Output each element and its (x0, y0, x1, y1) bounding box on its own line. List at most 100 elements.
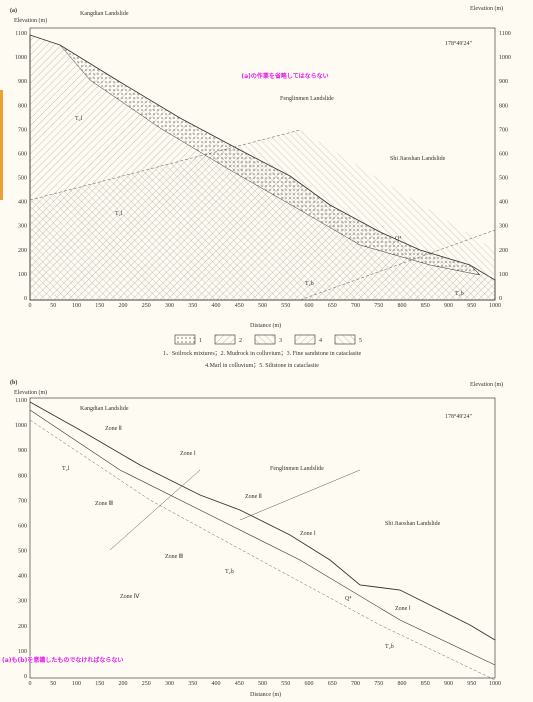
unit: Q⁴ (395, 236, 401, 242)
slip-surface (30, 410, 495, 665)
x-tick-label: 550 (281, 303, 290, 309)
x-tick-label: 450 (235, 681, 244, 687)
direction: 178°49'24" (445, 413, 472, 420)
x-tick-label: 800 (398, 681, 407, 687)
landslide-label: Shi Jiaoshan Landslide (390, 156, 446, 162)
legend-number: 2 (239, 338, 242, 344)
landslide-label: Kangdian Landslide (80, 406, 129, 412)
unit: Q⁴ (345, 596, 351, 602)
y-label: Elevation (m) (14, 389, 47, 396)
x-tick-label: 500 (258, 303, 267, 309)
x-tick-label: 0 (29, 681, 32, 687)
landslide-label: Kangdian Landslide (80, 11, 129, 17)
x-tick-label: 300 (165, 303, 174, 309)
legend-swatch (255, 335, 275, 344)
x-tick-label: 550 (281, 681, 290, 687)
unit: T₂b (385, 644, 394, 650)
x-tick-label: 850 (421, 681, 430, 687)
zone-label: Zone Ⅰ (395, 606, 411, 612)
y-tick-label: 0 (24, 296, 27, 302)
y-tick-label: 600 (18, 151, 27, 157)
y2-label: Elevation (m) (470, 5, 503, 12)
y2-tick-label: 300 (499, 224, 508, 230)
y-tick-label: 500 (18, 176, 27, 182)
x-tick-label: 500 (258, 681, 267, 687)
y-tick-label: 800 (18, 473, 27, 479)
x-tick-label: 750 (374, 303, 383, 309)
y-tick-label: 300 (18, 224, 27, 230)
zone-label: Zone Ⅳ (120, 594, 140, 600)
edge-strip (0, 90, 3, 200)
y-tick-label: 500 (18, 549, 27, 555)
y-tick-label: 800 (18, 103, 27, 109)
y-tick-label: 400 (18, 574, 27, 580)
y2-tick-label: 600 (499, 151, 508, 157)
x-tick-label: 600 (305, 681, 314, 687)
x-tick-label: 450 (235, 303, 244, 309)
y-tick-label: 1100 (15, 31, 27, 37)
x-label: Distance (m) (250, 322, 281, 329)
x-tick-label: 300 (165, 681, 174, 687)
x-tick-label: 750 (374, 681, 383, 687)
zone-label: Zone Ⅱ (105, 426, 122, 432)
x-tick-label: 350 (188, 303, 197, 309)
y-tick-label: 1100 (15, 398, 27, 404)
x-tick-label: 700 (351, 303, 360, 309)
legend-number: 5 (359, 338, 362, 344)
x-tick-label: 950 (467, 681, 476, 687)
x-tick-label: 650 (328, 681, 337, 687)
leader (110, 470, 200, 550)
direction: 178°49'24" (445, 40, 472, 47)
y-tick-label: 1000 (15, 55, 27, 61)
y-tick-label: 400 (18, 200, 27, 206)
unit: T₂l (115, 211, 123, 217)
unit: T₂b (225, 569, 234, 575)
x-tick-label: 700 (351, 681, 360, 687)
panel-label: (a) (10, 7, 17, 14)
x-tick-label: 50 (50, 681, 56, 687)
x-tick-label: 1000 (489, 303, 501, 309)
y-tick-label: 0 (24, 674, 27, 680)
unit: T₂l (62, 466, 70, 472)
zone-label: Zone Ⅲ (165, 554, 183, 560)
legend-number: 4 (319, 338, 322, 344)
figure: (a) Elevation (m) Elevation (m) 178°49'2… (0, 0, 533, 702)
overlay-text: (a)の作業を省略してはならない (241, 72, 328, 80)
x-tick-label: 100 (72, 303, 81, 309)
landslide-label: Fenglinmen Landslide (280, 96, 334, 102)
x-tick-label: 900 (444, 681, 453, 687)
unit: T₂l (75, 116, 83, 122)
y-tick-label: 900 (18, 79, 27, 85)
y-tick-label: 200 (18, 624, 27, 630)
y2-tick-label: 1100 (499, 31, 511, 37)
y-tick-label: 100 (18, 272, 27, 278)
y-tick-label: 900 (18, 448, 27, 454)
y2-tick-label: 500 (499, 176, 508, 182)
y-tick-label: 100 (18, 649, 27, 655)
x-tick-label: 950 (467, 303, 476, 309)
y-tick-label: 600 (18, 523, 27, 529)
x-tick-label: 900 (444, 303, 453, 309)
legend-swatch (335, 335, 355, 344)
zone-label: Zone Ⅰ (300, 531, 316, 537)
x-tick-label: 350 (188, 681, 197, 687)
x-tick-label: 1000 (489, 681, 501, 687)
x-tick-label: 100 (72, 681, 81, 687)
landslide-label: Fenglinmen Landslide (270, 466, 324, 472)
y2-tick-label: 700 (499, 127, 508, 133)
panel-label: (b) (10, 379, 17, 386)
zone-label: Zone Ⅲ (95, 501, 113, 507)
y-tick-label: 700 (18, 498, 27, 504)
legend-text: 4.Marl in colluvium；5. Siltstone in cata… (205, 363, 319, 369)
landslide-label: Shi Jiaoshan Landslide (385, 521, 441, 527)
x-tick-label: 250 (142, 303, 151, 309)
x-tick-label: 250 (142, 681, 151, 687)
y-tick-label: 700 (18, 127, 27, 133)
x-tick-label: 200 (119, 681, 128, 687)
y2-tick-label: 400 (499, 200, 508, 206)
x-tick-label: 150 (95, 681, 104, 687)
legend-swatch (215, 335, 235, 344)
zone-label: Zone Ⅰ (180, 451, 196, 457)
x-label: Distance (m) (250, 691, 281, 698)
